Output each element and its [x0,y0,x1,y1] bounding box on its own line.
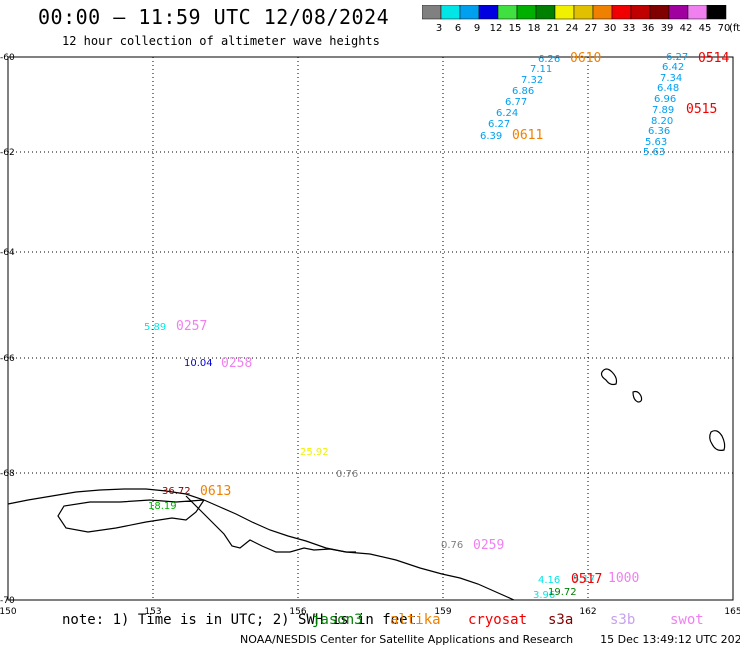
colorbar-unit: (ft) [729,23,740,34]
colorbar-label: 33 [623,23,636,34]
colorbar-swatch [706,5,727,20]
wave-height-value: 36.72 [162,486,191,497]
colorbar-label: 12 [490,23,503,34]
wave-height-value: 6.39 [480,131,502,142]
lat-tick-label: -68 [0,469,15,479]
wave-height-value: 6.27 [488,119,510,130]
wave-height-value: 6.42 [662,62,684,73]
wave-height-value: 10.04 [184,358,213,369]
lat-tick-label: -60 [0,53,15,63]
coastline [7,488,515,601]
colorbar-label: 36 [642,23,655,34]
wave-height-value: 5.89 [144,322,166,333]
wave-height-value: 0.76 [441,540,463,551]
colorbar-label: 9 [474,23,480,34]
pass-time-label: 0611 [512,128,543,143]
wave-height-value: 3.96 [533,590,555,601]
pass-time-label: 0514 [698,51,729,66]
colorbar-label: 24 [566,23,579,34]
wave-height-value: 25.92 [300,447,329,458]
wave-height-value: 6.77 [505,97,527,108]
wave-height-value: 5.63 [643,147,665,158]
lon-tick-label: 150 [0,607,17,617]
colorbar-label: 70 [718,23,731,34]
satellite-legend-item: swot [670,612,704,628]
map-title: 00:00 – 11:59 UTC 12/08/2024 [38,5,390,29]
island-outline [600,368,618,386]
colorbar-label: 6 [455,23,461,34]
colorbar-label: 27 [585,23,598,34]
satellite-legend-item: s3a [548,612,574,628]
wave-height-value: 6.86 [512,86,534,97]
colorbar-label: 15 [509,23,522,34]
satellite-legend-item: altika [390,612,441,628]
wave-height-value: 6.24 [496,108,518,119]
credit-line: NOAA/NESDIS Center for Satellite Applica… [240,633,740,646]
map-frame [7,56,734,601]
wave-height-value: 5.17 [573,574,595,585]
pass-time-label: 0259 [473,538,504,553]
lon-tick-label: 162 [579,607,596,617]
wave-height-value: 4.16 [538,575,560,586]
credit-timestamp: 15 Dec 13:49:12 UTC 2024 [600,633,740,646]
wave-height-value: 7.89 [652,105,674,116]
colorbar-label: 21 [547,23,560,34]
satellite-legend-item: cryosat [468,612,528,628]
pass-time-label: 0258 [221,356,252,371]
pass-time-label: 0517 [571,572,602,587]
island-outline [709,430,726,451]
wave-height-value: 0.76 [336,469,358,480]
wave-height-value: 6.26 [538,54,560,65]
pass-time-label: 1000 [608,571,639,586]
wave-height-value: 7.34 [660,73,682,84]
colorbar-label: 30 [604,23,617,34]
colorbar-label: 3 [436,23,442,34]
colorbar-label: 39 [661,23,674,34]
lat-tick-label: -62 [0,148,15,158]
colorbar-label: 42 [680,23,693,34]
wave-height-value: 6.48 [657,83,679,94]
colorbar-label: 45 [699,23,712,34]
map-subtitle: 12 hour collection of altimeter wave hei… [62,34,380,48]
wave-height-value: 19.72 [548,587,577,598]
footer-note: note: 1) Time is in UTC; 2) SWH is in fe… [62,612,417,628]
lat-tick-label: -64 [0,248,15,258]
satellite-legend-item: s3b [610,612,636,628]
lat-tick-label: -66 [0,354,15,364]
colorbar-label: 18 [528,23,541,34]
wave-height-value: 5.63 [645,137,667,148]
lon-tick-label: 159 [434,607,451,617]
lat-tick-label: -70 [0,596,15,606]
wave-height-value: 7.32 [521,75,543,86]
wave-height-value: 18.19 [148,501,177,512]
lon-tick-label: 153 [144,607,161,617]
lon-tick-label: 156 [289,607,306,617]
peninsula-outline [57,495,356,553]
lon-tick-label: 165 [724,607,740,617]
island-outline [632,390,643,403]
pass-time-label: 0257 [176,319,207,334]
satellite-legend-item: jason3 [312,612,363,628]
wave-height-value: 6.96 [654,94,676,105]
wave-height-value: 7.11 [530,64,552,75]
wave-height-value: 8.20 [651,116,673,127]
wave-height-value: 6.27 [666,52,688,63]
wave-height-value: 6.36 [648,126,670,137]
credit-text: NOAA/NESDIS Center for Satellite Applica… [240,633,574,646]
pass-time-label: 0613 [200,484,231,499]
pass-time-label: 0515 [686,102,717,117]
pass-time-label: 0610 [570,51,601,66]
